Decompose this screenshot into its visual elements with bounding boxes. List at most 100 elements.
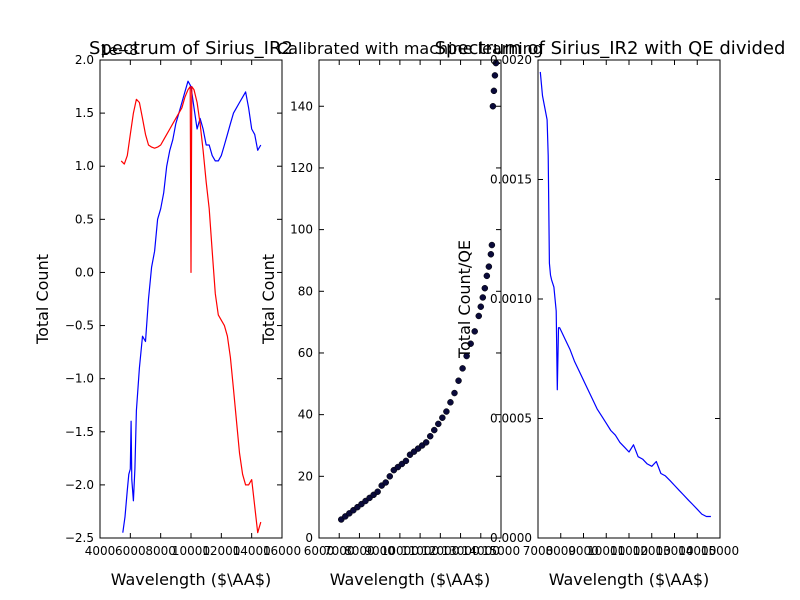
panel-1-xlabel: Wavelength ($\AA$)	[111, 570, 272, 589]
panel-1-y-tick-label: −0.5	[65, 319, 94, 333]
panel-3-series-line-1	[539, 71, 711, 518]
panel-1-y-tick-label: −2.0	[65, 478, 94, 492]
panel-2-scatter-point	[386, 473, 394, 480]
panel-1-title: Spectrum of Sirius_IR2	[89, 38, 293, 59]
panel-1-y-tick-label: 0.5	[75, 212, 94, 226]
panel-1-x-tick-label: 12000	[202, 544, 240, 558]
panel-2-x-tick-label: 7000	[324, 544, 355, 558]
panel-2-scatter-point	[443, 408, 450, 415]
panel-2-scatter-point	[490, 87, 498, 95]
panel-2-scatter-point	[483, 272, 491, 280]
panel-3-title: Spectrum of Sirius_IR2 with QE divided	[435, 38, 786, 59]
panel-1-y-tick-label: 1.5	[75, 106, 94, 120]
panel-2-scatter-point	[439, 414, 446, 421]
panel-1-ylabel: Total Count	[33, 254, 52, 345]
panel-2-x-tick-label: 13000	[441, 544, 479, 558]
panel-1-y-tick-label: −1.5	[65, 425, 94, 439]
panel-2-series	[337, 60, 500, 523]
panel-1-x-tick-label: 16000	[263, 544, 301, 558]
panel-2-y-tick-label: 60	[298, 346, 313, 360]
panel-1-x-tick-label: 14000	[233, 544, 271, 558]
panel-3-x-tick-label: 10000	[587, 544, 625, 558]
panel-1-x-tick-label: 8000	[145, 544, 176, 558]
panel-3-x-tick-label: 11000	[610, 544, 648, 558]
panel-1-y-tick-label: −2.5	[65, 531, 94, 545]
panel-2-scatter-point	[485, 263, 493, 270]
panel-1-x-tick-label: 10000	[172, 544, 210, 558]
panel-2-x-tick-label: 10000	[381, 544, 419, 558]
panel-3-frame	[537, 59, 721, 539]
panel-1-y-tick-label: 1.0	[75, 159, 94, 173]
panel-2-scatter-point	[426, 432, 434, 440]
panel-3-series	[539, 71, 711, 518]
panel-2-scatter-point	[447, 399, 454, 406]
panel-2-x-tick-label: 6000	[304, 544, 335, 558]
panel-1-offset-label: 1e−8	[100, 43, 138, 59]
panel-2-scatter-point	[455, 377, 462, 384]
panel-2-scatter-point	[463, 352, 470, 360]
panel-2-scatter-point	[435, 420, 442, 428]
panel-3-x-tick-label: 13000	[655, 544, 693, 558]
panel-3-y-tick-label: 0.0010	[490, 292, 532, 306]
panel-3-x-tick-label: 14000	[678, 544, 716, 558]
panel-2-scatter-point	[374, 488, 381, 495]
panel-3-xlabel: Wavelength ($\AA$)	[549, 570, 710, 589]
panel-2-scatter-point	[467, 340, 474, 347]
panel-2-title: Calibrated with machine learning	[277, 39, 543, 58]
panel-1-x-tick-label: 6000	[115, 544, 146, 558]
panel-2-y-tick-label: 100	[290, 223, 313, 237]
panel-3-y-tick-label: 0.0020	[490, 53, 532, 67]
panel-2-scatter-point	[382, 479, 389, 486]
panel-1-series-line-2	[120, 85, 262, 534]
panel-1-y-tick-label: 0.0	[75, 265, 94, 279]
panel-3-x-tick-label: 7000	[523, 544, 554, 558]
panel-2-y-tick-label: 40	[298, 408, 313, 422]
panel-2-frame	[318, 59, 502, 539]
panel-1-y-tick-label: −1.0	[65, 372, 94, 386]
panel-1-y-tick-label: 2.0	[75, 53, 94, 67]
panel-1-frame	[99, 59, 283, 539]
panel-1-series-line-1	[122, 80, 262, 533]
panel-2-y-tick-label: 0	[305, 531, 313, 545]
panel-2-y-tick-label: 80	[298, 284, 313, 298]
panel-2-scatter-point	[481, 284, 489, 292]
panel-2-y-tick-label: 120	[290, 161, 313, 175]
panel-3-ylabel: Total Count/QE	[455, 240, 474, 359]
panel-3: Spectrum of Sirius_IR2 with QE divided W…	[435, 38, 786, 589]
panel-2-scatter-point	[471, 328, 478, 335]
panel-2-scatter-point	[459, 365, 466, 372]
panel-1-x-tick-label: 4000	[85, 544, 116, 558]
panel-3-x-tick-label: 9000	[568, 544, 599, 558]
panel-3-x-tick-label: 8000	[545, 544, 576, 558]
panel-2-ylabel: Total Count	[259, 254, 278, 345]
panel-2-scatter-point	[488, 241, 496, 249]
panel-3-y-tick-label: 0.0005	[490, 412, 532, 426]
panel-2-scatter-point	[451, 389, 458, 397]
panel-2-x-tick-label: 11000	[401, 544, 439, 558]
panel-2-scatter-point	[475, 312, 483, 320]
panel-2-xlabel: Wavelength ($\AA$)	[330, 570, 491, 589]
panel-3-ticks: 7000800090001000011000120001300014000150…	[490, 53, 739, 558]
panel-2-ticks: 6000700080009000100001100012000130001400…	[290, 60, 520, 558]
panel-1: Spectrum of Sirius_IR2 1e−8 Wavelength (…	[33, 38, 301, 589]
panel-2: Calibrated with machine learning Wavelen…	[259, 39, 543, 589]
panel-2-y-tick-label: 20	[298, 469, 313, 483]
panel-3-y-tick-label: 0.0000	[490, 531, 532, 545]
panel-2-scatter-point	[487, 251, 495, 258]
panel-3-y-tick-label: 0.0015	[490, 173, 532, 187]
panel-2-x-tick-label: 9000	[364, 544, 395, 558]
panel-2-scatter-point	[489, 103, 497, 110]
panel-2-scatter-point	[491, 72, 499, 79]
panel-2-x-tick-label: 14000	[462, 544, 500, 558]
panel-2-scatter-point	[422, 439, 430, 446]
panel-3-x-tick-label: 15000	[701, 544, 739, 558]
panel-2-x-tick-label: 12000	[421, 544, 459, 558]
panel-2-scatter-point	[477, 303, 485, 310]
panel-2-x-tick-label: 8000	[344, 544, 375, 558]
panel-2-y-tick-label: 140	[290, 99, 313, 113]
panel-2-scatter-point	[402, 457, 410, 465]
panel-1-series	[120, 80, 262, 534]
